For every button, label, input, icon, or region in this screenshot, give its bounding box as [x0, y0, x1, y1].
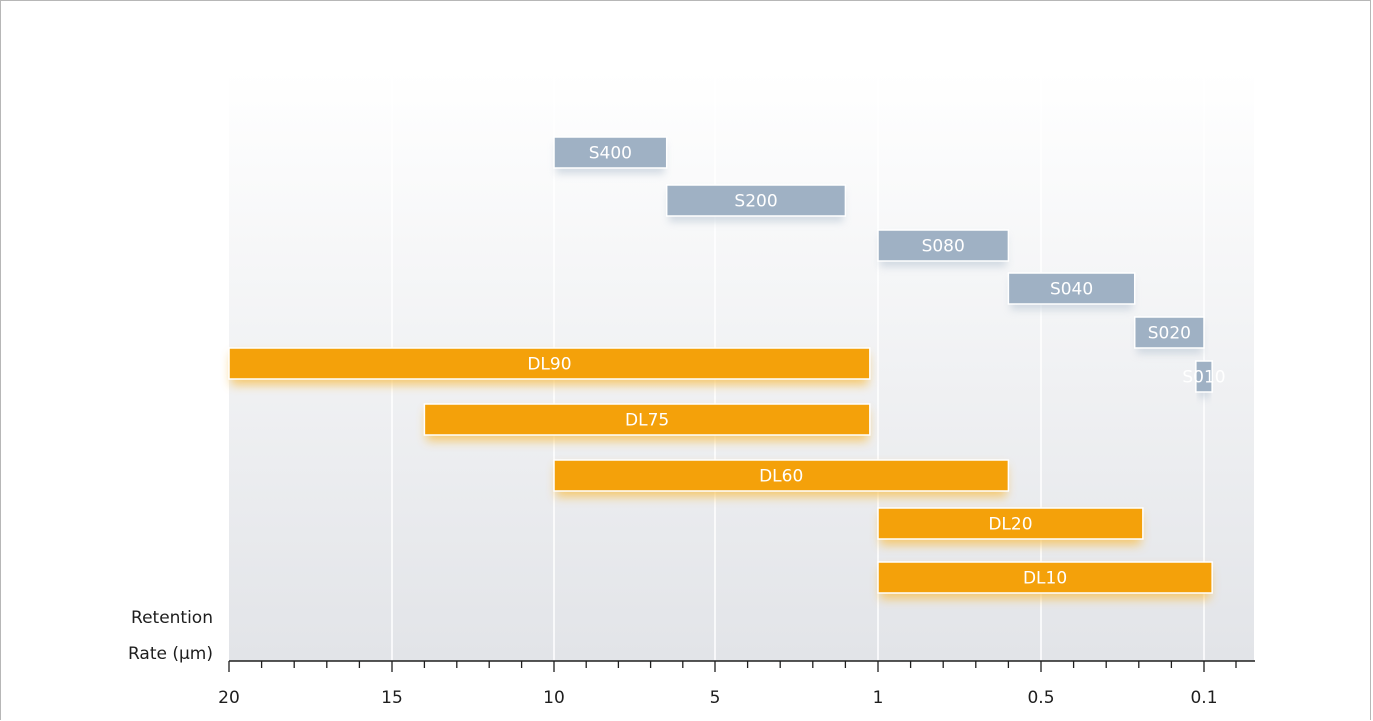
x-tick-label-15: 15 — [381, 688, 403, 708]
bar-rect-dl10 — [877, 561, 1213, 594]
bar-dl60: DL60 — [553, 459, 1010, 497]
bar-label-dl10: DL10 — [1023, 569, 1067, 589]
x-tick-label-0.5: 0.5 — [1027, 688, 1054, 708]
bar-label-s020: S020 — [1148, 324, 1191, 344]
bar-label-dl20: DL20 — [988, 515, 1032, 535]
bar-s040: S040 — [1007, 272, 1136, 310]
bar-label-s080: S080 — [922, 237, 965, 257]
bar-dl90: DL90 — [228, 347, 871, 385]
bar-label-s010: S010 — [1182, 368, 1225, 388]
bar-label-s200: S200 — [734, 192, 777, 212]
x-tick-label-5: 5 — [710, 688, 721, 708]
bar-s020: S020 — [1133, 316, 1205, 354]
bar-s200: S200 — [665, 184, 847, 222]
bars-layer: S400 S200 S080 S040 S020 S010 DL90 DL75 DL60 DL20… — [228, 136, 1226, 599]
bar-dl75: DL75 — [423, 403, 871, 441]
bar-s400: S400 — [553, 136, 668, 174]
bar-rect-s200 — [665, 184, 847, 217]
bar-label-dl60: DL60 — [759, 467, 803, 487]
x-tick-label-20: 20 — [218, 688, 240, 708]
bar-s080: S080 — [877, 229, 1010, 267]
bar-label-s400: S400 — [589, 144, 632, 164]
x-tick-labels: 20 15 10 5 1 0.5 0.1 — [218, 688, 1217, 708]
bar-rect-s040 — [1007, 272, 1136, 305]
bar-label-dl75: DL75 — [625, 411, 669, 431]
bar-rect-s010 — [1195, 360, 1213, 393]
bar-label-dl90: DL90 — [527, 355, 571, 375]
bar-rect-s400 — [553, 136, 668, 169]
x-axis-title-line-2: Rate (µm) — [128, 644, 213, 664]
bar-rect-dl90 — [228, 347, 871, 380]
x-tick-label-10: 10 — [543, 688, 565, 708]
bar-dl10: DL10 — [877, 561, 1213, 599]
bar-rect-s020 — [1133, 316, 1205, 349]
bar-rect-dl75 — [423, 403, 871, 436]
bar-rect-dl60 — [553, 459, 1010, 492]
bar-rect-dl20 — [877, 507, 1144, 540]
x-axis-title-line-1: Retention — [131, 608, 213, 628]
x-axis — [228, 660, 1255, 672]
bar-rect-s080 — [877, 229, 1010, 262]
bar-dl20: DL20 — [877, 507, 1144, 545]
x-tick-label-1: 1 — [873, 688, 884, 708]
bar-s010: S010 — [1182, 360, 1226, 398]
bar-label-s040: S040 — [1050, 280, 1093, 300]
x-tick-label-0.1: 0.1 — [1190, 688, 1217, 708]
